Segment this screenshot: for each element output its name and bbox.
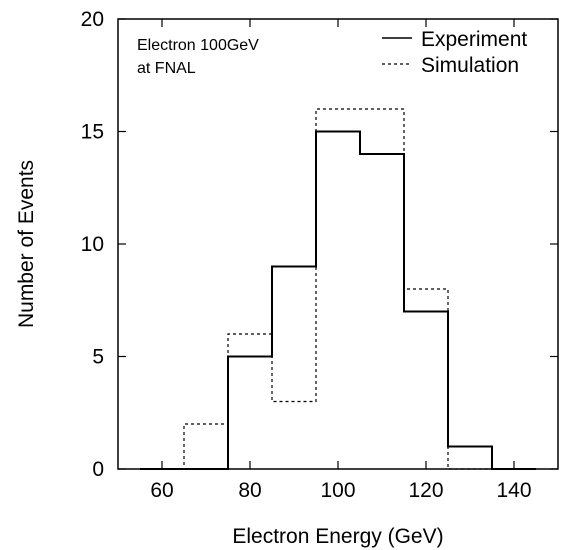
legend-label-simulation: Simulation xyxy=(421,54,519,77)
y-tick-label: 0 xyxy=(92,458,104,481)
histogram-series xyxy=(140,108,536,470)
axis-ticks: 60 80 100 120 140 0 5 10 15 20 xyxy=(81,8,558,502)
series-simulation-step xyxy=(140,108,536,470)
legend: Experiment Simulation xyxy=(382,28,527,77)
x-axis-label: Electron Energy (GeV) xyxy=(232,525,443,548)
x-tick-label: 60 xyxy=(150,479,173,502)
annotation-line-1: Electron 100GeV xyxy=(137,37,259,54)
annotation-line-2: at FNAL xyxy=(137,60,196,77)
plot-frame xyxy=(117,18,559,470)
legend-label-experiment: Experiment xyxy=(421,28,527,51)
series-experiment-step xyxy=(140,130,536,470)
y-tick-label: 20 xyxy=(81,8,104,31)
y-axis-label: Number of Events xyxy=(15,160,38,328)
y-tick-label: 10 xyxy=(81,233,104,256)
y-tick-label: 15 xyxy=(81,121,104,144)
x-tick-label: 120 xyxy=(408,479,443,502)
x-tick-label: 100 xyxy=(320,479,355,502)
y-tick-label: 5 xyxy=(92,346,104,369)
x-tick-label: 80 xyxy=(238,479,261,502)
x-tick-label: 140 xyxy=(496,479,531,502)
